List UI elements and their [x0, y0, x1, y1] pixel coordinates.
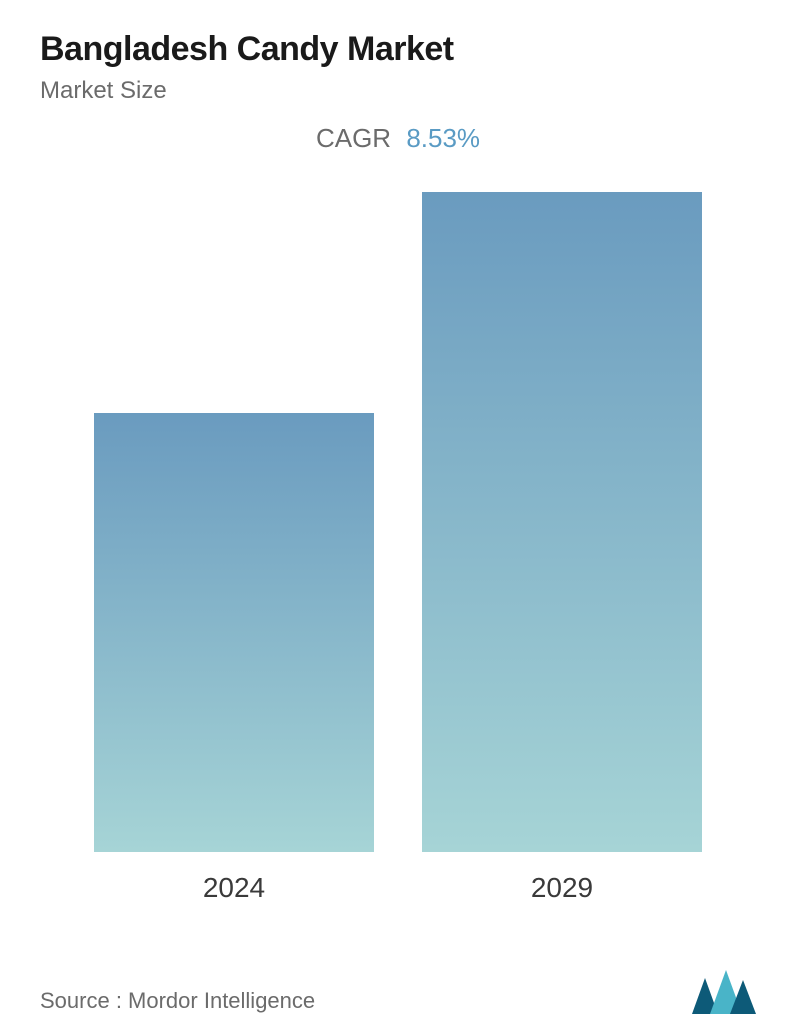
cagr-row: CAGR 8.53% — [40, 123, 756, 154]
mordor-logo-icon — [692, 970, 756, 1014]
chart-area: 2024 2029 — [40, 184, 756, 964]
bars-wrap: 2024 2029 — [40, 184, 756, 964]
subtitle: Market Size — [40, 77, 756, 105]
footer: Source : Mordor Intelligence — [40, 964, 756, 1014]
bar-label-2029: 2029 — [531, 872, 593, 904]
bar-label-2024: 2024 — [203, 872, 265, 904]
bar-2024 — [94, 413, 374, 852]
chart-container: Bangladesh Candy Market Market Size CAGR… — [0, 0, 796, 1034]
source-text: Source : Mordor Intelligence — [40, 988, 315, 1014]
cagr-label: CAGR — [316, 123, 391, 153]
bar-group-2024: 2024 — [94, 413, 374, 904]
cagr-value: 8.53% — [406, 123, 480, 153]
bar-2029 — [422, 192, 702, 852]
bar-group-2029: 2029 — [422, 192, 702, 904]
page-title: Bangladesh Candy Market — [40, 30, 756, 69]
